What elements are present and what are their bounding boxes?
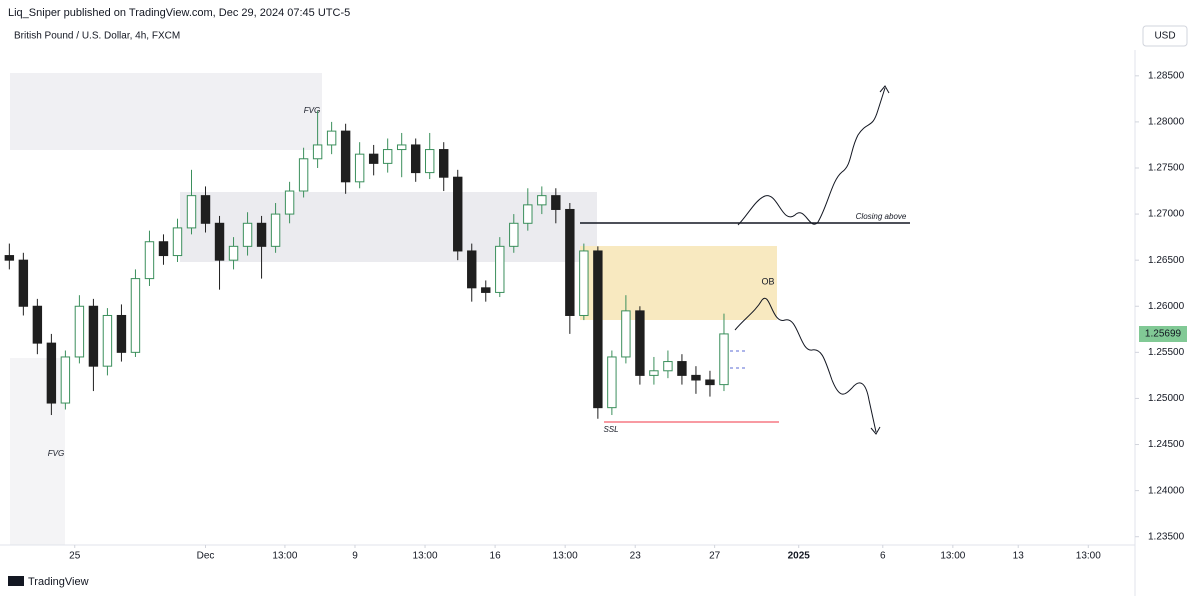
candle-body	[214, 222, 225, 261]
candle-body	[621, 310, 631, 358]
fvg-zone	[10, 73, 322, 150]
brand: TradingView	[28, 576, 89, 588]
candle-body	[509, 222, 519, 247]
candle-body	[495, 245, 505, 293]
candle-body	[565, 208, 575, 316]
candle-body	[719, 333, 729, 386]
candle-body	[537, 195, 547, 206]
projection-up	[737, 87, 886, 226]
y-tick-label: 1.26000	[1148, 301, 1185, 312]
candle-body	[326, 130, 337, 146]
x-tick-label: 25	[69, 551, 81, 562]
projection-down	[734, 297, 877, 433]
candle-body	[228, 245, 239, 261]
arrow-head	[879, 85, 890, 94]
candle-body	[172, 227, 183, 257]
candle-body	[439, 149, 449, 178]
candle-body	[663, 361, 673, 372]
x-tick-label: 2025	[788, 551, 811, 562]
annotation: OB	[761, 276, 774, 286]
candle-body	[270, 213, 281, 247]
candle-body	[256, 222, 267, 247]
x-tick-label: 6	[880, 551, 886, 562]
candle-body	[481, 287, 491, 293]
annotation: Closing above	[856, 212, 907, 221]
logo	[8, 576, 24, 586]
x-tick-label: 13:00	[940, 551, 965, 562]
x-tick-label: 13:00	[413, 551, 438, 562]
candle-body	[340, 130, 351, 183]
ob-zone	[580, 246, 777, 320]
candle-body	[354, 153, 365, 183]
x-tick-label: Dec	[197, 551, 215, 562]
x-tick-label: 13:00	[1076, 551, 1101, 562]
candle-body	[579, 250, 589, 316]
y-tick-label: 1.24000	[1148, 485, 1185, 496]
candle-body	[186, 195, 197, 229]
y-tick-label: 1.23500	[1148, 531, 1185, 542]
candle-body	[635, 310, 645, 376]
y-tick-label: 1.24500	[1148, 439, 1185, 450]
y-tick-label: 1.26500	[1148, 255, 1185, 266]
y-tick-label: 1.28000	[1148, 117, 1185, 128]
x-tick-label: 9	[352, 551, 358, 562]
candle-body	[46, 342, 57, 404]
candle-body	[4, 255, 15, 261]
y-tick-label: 1.28500	[1148, 70, 1185, 81]
candle-body	[649, 370, 659, 376]
y-tick-label: 1.25500	[1148, 347, 1185, 358]
candle-body	[18, 259, 29, 307]
x-tick-label: 16	[490, 551, 502, 562]
y-tick-label: 1.27000	[1148, 209, 1185, 220]
candle-body	[158, 241, 169, 257]
candle-body	[593, 250, 603, 409]
candle-body	[312, 144, 323, 160]
candle-body	[74, 305, 85, 358]
symbol: British Pound / U.S. Dollar, 4h, FXCM	[14, 31, 180, 42]
y-tick-label: 1.25000	[1148, 393, 1185, 404]
y-tick-label: 1.27500	[1148, 163, 1185, 174]
candle-body	[691, 374, 701, 381]
candle-body	[523, 204, 533, 224]
candle-body	[116, 314, 127, 353]
candle-body	[368, 153, 379, 164]
publisher: Liq_Sniper published on TradingView.com,…	[8, 7, 350, 19]
candle-body	[551, 195, 561, 210]
candle-body	[425, 149, 435, 174]
zone	[180, 192, 597, 262]
candle-body	[410, 144, 421, 174]
annotation: FVG	[304, 106, 320, 115]
candle-body	[32, 305, 43, 344]
x-tick-label: 23	[630, 551, 642, 562]
candle-body	[298, 158, 309, 192]
x-tick-label: 13	[1013, 551, 1025, 562]
annotation: FVG	[48, 449, 64, 458]
candle-body	[130, 278, 141, 353]
candle-body	[284, 190, 295, 215]
x-tick-label: 13:00	[272, 551, 297, 562]
annotation: SSL	[603, 425, 618, 434]
candle-body	[607, 356, 617, 409]
candle-body	[144, 241, 155, 280]
candle-body	[705, 379, 715, 386]
candle-body	[102, 314, 113, 367]
arrow-head	[870, 426, 881, 435]
candle-body	[242, 222, 253, 247]
candle-body	[467, 250, 477, 289]
currency: USD	[1154, 31, 1175, 42]
last-price-label: 1.25699	[1145, 329, 1182, 340]
last-price-box	[1139, 326, 1187, 343]
candle-body	[60, 356, 71, 404]
candle-body	[677, 361, 687, 376]
currency-box[interactable]	[1142, 25, 1188, 47]
x-tick-label: 13:00	[553, 551, 578, 562]
x-tick-label: 27	[709, 551, 721, 562]
candle-body	[396, 144, 407, 151]
candle-body	[200, 195, 211, 224]
candle-body	[453, 176, 463, 252]
candle-body	[88, 305, 99, 367]
candle-body	[382, 149, 393, 164]
